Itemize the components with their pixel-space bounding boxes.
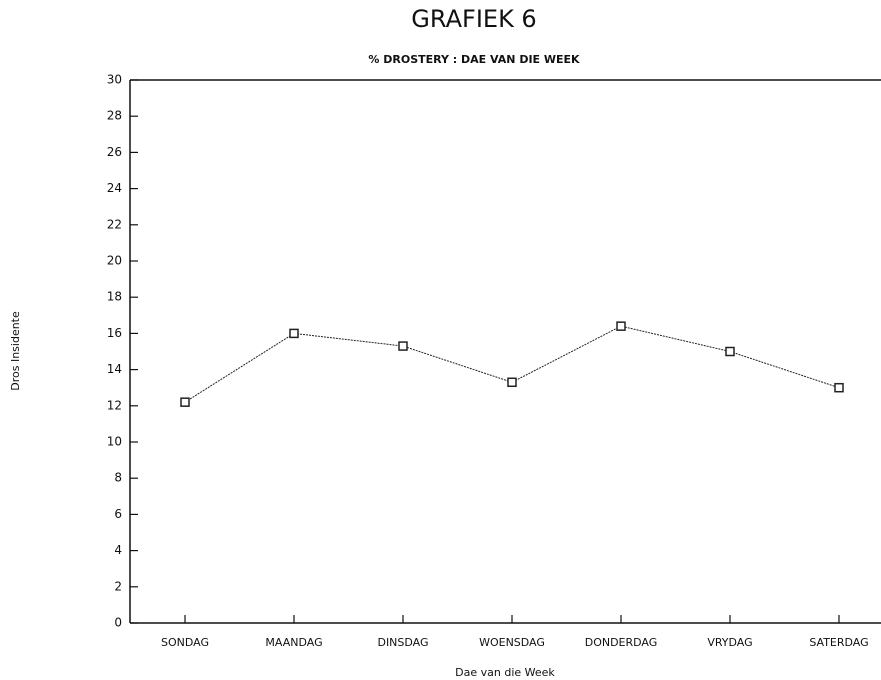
x-tick-label: MAANDAG [265, 636, 322, 649]
y-tick-label: 0 [114, 616, 122, 630]
y-tick-label: 22 [107, 217, 122, 231]
y-tick-label: 4 [114, 543, 122, 557]
data-point [507, 377, 517, 388]
y-tick-label: 16 [107, 326, 122, 340]
data-point [834, 382, 844, 393]
y-axis-label: Dros Insidente [9, 311, 22, 391]
data-point [725, 346, 735, 357]
y-tick-label: 12 [107, 398, 122, 412]
y-tick-label: 10 [107, 435, 122, 449]
y-tick-label: 8 [114, 471, 122, 485]
x-tick-label: SONDAG [161, 636, 209, 649]
y-tick-label: 14 [107, 362, 122, 376]
data-point [289, 328, 299, 339]
data-point [180, 397, 190, 407]
data-point [398, 341, 408, 351]
x-axis-label: Dae van die Week [455, 666, 555, 679]
y-tick-label: 30 [107, 73, 122, 87]
data-point [616, 321, 626, 331]
x-tick-label: SATERDAG [809, 636, 868, 649]
y-tick-label: 20 [107, 254, 122, 268]
y-tick-label: 26 [107, 145, 122, 159]
y-tick-label: 28 [107, 109, 122, 123]
x-tick-label: DONDERDAG [585, 636, 658, 649]
x-tick-label: VRYDAG [707, 636, 752, 649]
y-tick-label: 6 [114, 507, 122, 521]
data-line [184, 325, 840, 403]
y-tick-label: 18 [107, 290, 122, 304]
chart-title: GRAFIEK 6 [411, 5, 536, 33]
y-tick-label: 24 [107, 181, 122, 195]
x-tick-label: WOENSDAG [479, 636, 545, 649]
chart-subtitle: % DROSTERY : DAE VAN DIE WEEK [368, 53, 580, 66]
y-tick-label: 2 [114, 579, 122, 593]
x-tick-label: DINSDAG [377, 636, 428, 649]
